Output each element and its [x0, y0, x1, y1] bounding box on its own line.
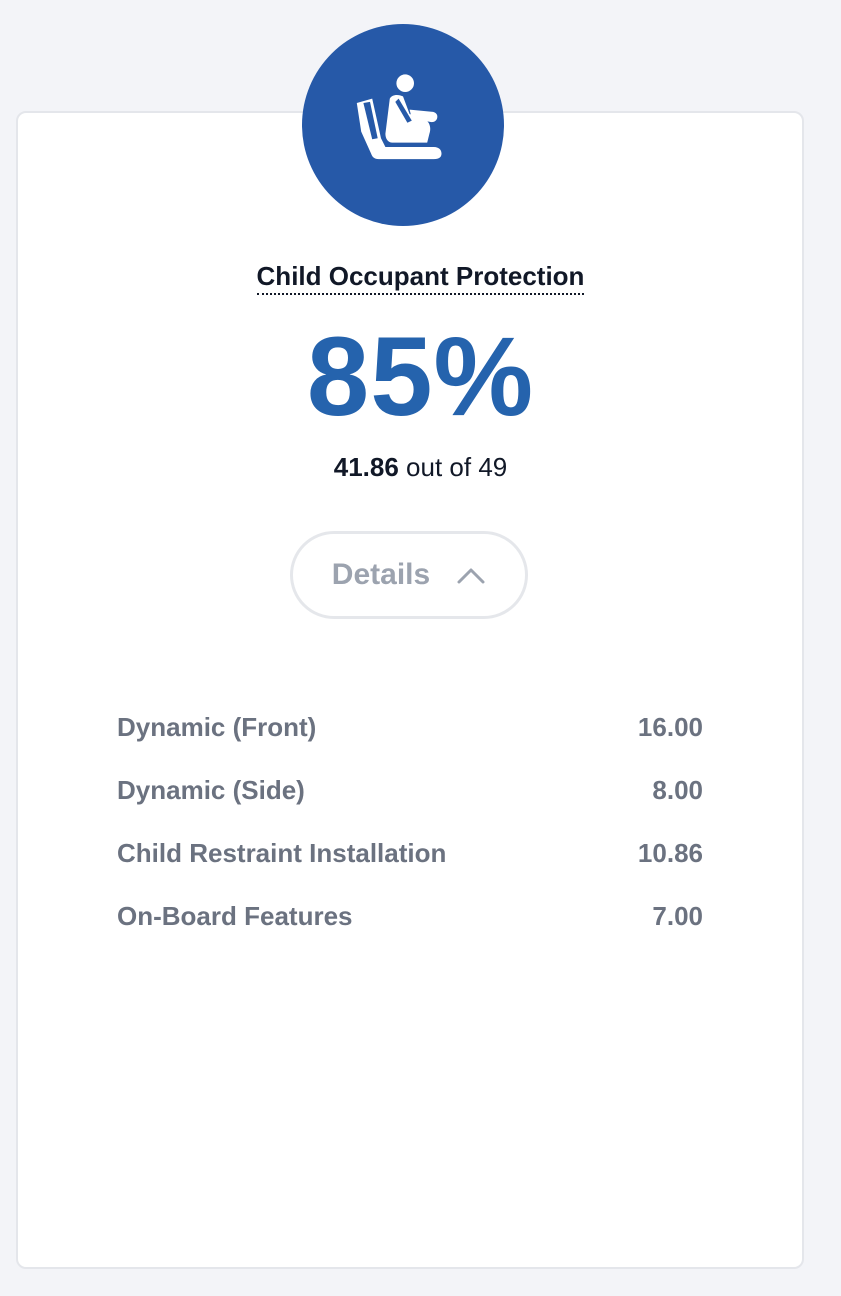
child-seat-icon [302, 24, 504, 226]
details-label: Details [331, 558, 431, 591]
details-toggle-button[interactable]: Details [290, 531, 528, 619]
breakdown-value: 8.00 [652, 775, 703, 805]
score-max: out of 49 [398, 452, 508, 482]
breakdown-label: On-Board Features [117, 901, 353, 931]
breakdown-label: Child Restraint Installation [117, 838, 447, 868]
chevron-up-icon [457, 568, 485, 584]
breakdown-value: 7.00 [652, 901, 703, 931]
child-seat-icon-graphic [356, 74, 442, 160]
breakdown-row: Dynamic (Side) 8.00 [117, 759, 703, 822]
breakdown-label: Dynamic (Front) [117, 712, 317, 742]
breakdown-label: Dynamic (Side) [117, 775, 305, 805]
section-title-text[interactable]: Child Occupant Protection [256, 261, 585, 295]
breakdown-row: On-Board Features 7.00 [117, 885, 703, 948]
score-summary: 41.86 out of 49 [0, 450, 841, 484]
breakdown-value: 16.00 [637, 712, 703, 742]
protection-card [16, 111, 804, 1269]
breakdown-value: 10.86 [637, 838, 703, 868]
score-percentage: 85% [306, 314, 535, 439]
score-value: 41.86 [333, 452, 399, 482]
breakdown-row: Child Restraint Installation 10.86 [117, 822, 703, 885]
score-breakdown-list: Dynamic (Front) 16.00 Dynamic (Side) 8.0… [117, 696, 703, 948]
section-title[interactable]: Child Occupant Protection [0, 259, 841, 295]
breakdown-row: Dynamic (Front) 16.00 [117, 696, 703, 759]
